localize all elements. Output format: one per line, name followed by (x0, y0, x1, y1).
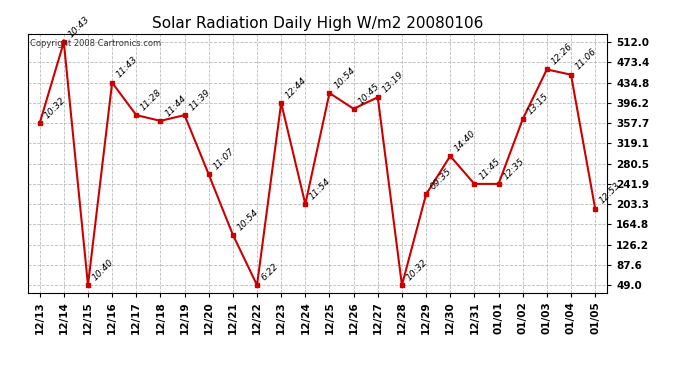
Text: 11:07: 11:07 (212, 147, 236, 172)
Text: 6:22: 6:22 (260, 262, 281, 282)
Text: 11:45: 11:45 (477, 156, 502, 181)
Text: 11:43: 11:43 (115, 55, 139, 80)
Title: Solar Radiation Daily High W/m2 20080106: Solar Radiation Daily High W/m2 20080106 (152, 16, 483, 31)
Text: 10:54: 10:54 (333, 66, 357, 90)
Text: 11:39: 11:39 (188, 88, 212, 112)
Text: 12:26: 12:26 (550, 42, 574, 67)
Text: 10:45: 10:45 (357, 81, 381, 106)
Text: 12:35: 12:35 (502, 156, 526, 181)
Text: 11:54: 11:54 (308, 177, 333, 201)
Text: 10:40: 10:40 (91, 258, 115, 282)
Text: 13:19: 13:19 (381, 70, 405, 94)
Text: 10:32: 10:32 (43, 96, 67, 120)
Text: Copyright 2008 Cartronics.com: Copyright 2008 Cartronics.com (30, 39, 161, 48)
Text: 11:44: 11:44 (164, 93, 188, 118)
Text: 12:53: 12:53 (598, 181, 622, 206)
Text: 10:43: 10:43 (67, 15, 91, 39)
Text: 12:44: 12:44 (284, 75, 308, 100)
Text: 10:54: 10:54 (236, 207, 260, 232)
Text: 11:06: 11:06 (574, 47, 598, 72)
Text: 10:32: 10:32 (405, 258, 429, 282)
Text: 09:35: 09:35 (429, 167, 453, 192)
Text: 11:28: 11:28 (139, 88, 164, 112)
Text: 13:15: 13:15 (526, 92, 550, 117)
Text: 14:40: 14:40 (453, 129, 477, 153)
